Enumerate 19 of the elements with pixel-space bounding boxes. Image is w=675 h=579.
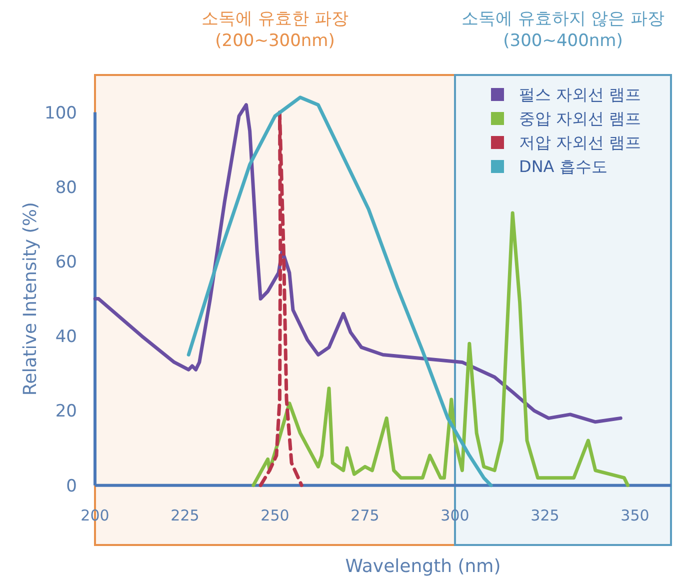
- y-tick-label: 20: [55, 402, 77, 422]
- x-tick-label: 225: [170, 506, 200, 524]
- x-tick-label: 275: [350, 506, 380, 524]
- x-tick-label: 350: [620, 506, 650, 524]
- y-axis-title: Relative Intensity (%): [20, 202, 41, 396]
- x-tick-label: 250: [260, 506, 290, 524]
- y-tick-label: 80: [55, 178, 77, 198]
- legend-label: 중압 자외선 램프: [519, 109, 642, 128]
- legend-label: DNA 흡수도: [519, 157, 608, 176]
- band-label: 소독에 유효한 파장 (200~300nm): [202, 9, 348, 51]
- band-label: 소독에 유효하지 않은 파장 (300~400nm): [461, 9, 665, 51]
- legend-label: 펄스 자외선 램프: [519, 85, 642, 104]
- y-tick-label: 0: [66, 476, 77, 496]
- x-axis-title: Wavelength (nm): [345, 556, 501, 577]
- x-tick-label: 325: [530, 506, 560, 524]
- y-tick-label: 100: [44, 103, 77, 124]
- y-tick-label: 60: [55, 252, 77, 273]
- legend-label: 저압 자외선 램프: [519, 133, 642, 152]
- y-tick-label: 40: [55, 327, 77, 348]
